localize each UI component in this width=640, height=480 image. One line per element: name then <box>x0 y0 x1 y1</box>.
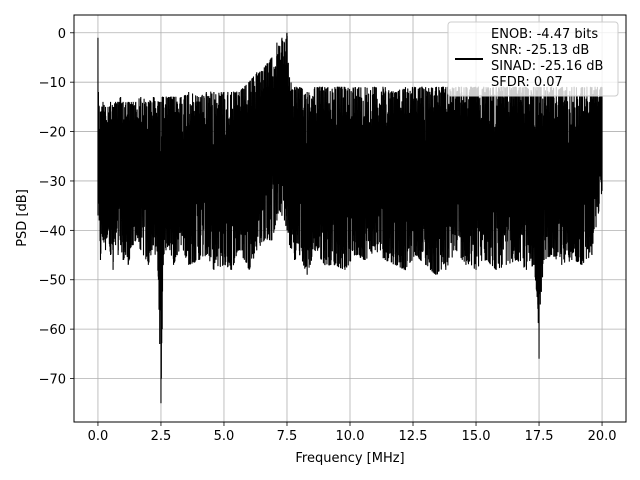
y-tick-label: −40 <box>39 224 66 239</box>
x-tick-label: 17.5 <box>525 429 554 444</box>
psd-trace <box>97 32 603 404</box>
x-tick-label: 10.0 <box>336 429 365 444</box>
legend-text-enob: ENOB: -4.47 bits <box>491 27 598 42</box>
x-tick-label: 15.0 <box>462 429 491 444</box>
y-axis-label: PSD [dB] <box>15 189 30 247</box>
y-axis: 0 −10 −20 −30 −40 −50 −60 −70 <box>39 27 74 388</box>
y-tick-label: −30 <box>39 175 66 190</box>
x-tick-label: 12.5 <box>399 429 428 444</box>
x-axis: 0.0 2.5 5.0 7.5 10.0 12.5 15.0 17.5 20.0 <box>88 422 617 444</box>
x-tick-label: 2.5 <box>151 429 172 444</box>
legend-box <box>447 21 619 97</box>
x-tick-label: 5.0 <box>214 429 235 444</box>
x-tick-label: 7.5 <box>277 429 298 444</box>
series-psd <box>97 32 603 404</box>
y-tick-label: −70 <box>39 373 66 388</box>
x-tick-label: 20.0 <box>588 429 617 444</box>
y-tick-label: −50 <box>39 274 66 289</box>
legend-text-sinad: SINAD: -25.16 dB <box>491 59 603 74</box>
y-tick-label: −10 <box>39 76 66 91</box>
x-axis-label: Frequency [MHz] <box>295 451 404 466</box>
legend: ENOB: -4.47 bits SNR: -25.13 dB SINAD: -… <box>447 21 619 97</box>
y-tick-label: −20 <box>39 126 66 141</box>
legend-text-sfdr: SFDR: 0.07 <box>491 75 563 90</box>
x-tick-label: 0.0 <box>88 429 109 444</box>
y-tick-label: 0 <box>58 27 66 42</box>
legend-text-snr: SNR: -25.13 dB <box>491 43 589 58</box>
y-tick-label: −60 <box>39 323 66 338</box>
